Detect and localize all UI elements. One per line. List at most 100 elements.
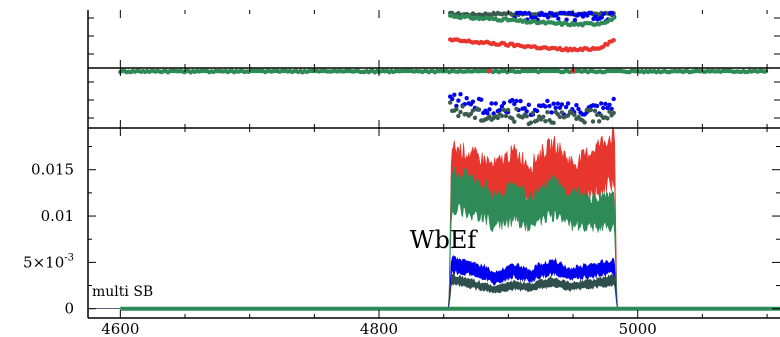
scatter-point <box>551 101 556 106</box>
scatter-point <box>499 113 505 119</box>
scatter-point <box>607 109 612 114</box>
axes-layer: 4600 4800 5000 0 5×10-3 0.01 0.015 <box>23 10 780 337</box>
scatter-point <box>486 68 492 74</box>
scatter-point <box>452 92 457 98</box>
x-tick-label: 4800 <box>360 320 398 337</box>
scatter-point <box>559 102 565 107</box>
scatter-point <box>592 108 598 114</box>
scatter-point <box>464 96 469 101</box>
y-tick-label: 5×10-3 <box>23 252 74 271</box>
scatter-point <box>487 114 492 119</box>
scatter-point <box>493 101 498 106</box>
scatter-point <box>607 102 612 108</box>
scatter-point <box>501 107 507 113</box>
scatter-point <box>489 101 494 106</box>
scatter-point <box>518 98 523 104</box>
scatter-point <box>526 102 531 108</box>
scatter-point <box>611 38 616 43</box>
scatter-point <box>514 98 519 104</box>
scatter-point <box>545 15 551 20</box>
scatter-point <box>594 112 600 118</box>
scatter-point <box>559 110 565 115</box>
scatter-point <box>448 100 453 105</box>
scatter-point <box>470 108 476 113</box>
scatter-point <box>458 109 463 115</box>
scatter-point <box>545 98 550 104</box>
scatter-point <box>563 104 569 110</box>
scatter-point <box>497 107 502 113</box>
series-layer <box>88 10 780 311</box>
scatter-point <box>499 104 505 109</box>
scatter-point <box>534 118 540 123</box>
area-series-3 <box>88 273 780 310</box>
scatter-point <box>524 109 529 114</box>
scatter-point <box>503 113 509 119</box>
scatter-point <box>557 114 563 120</box>
scatter-point <box>589 10 594 16</box>
scatter-point <box>495 115 500 121</box>
scatter-point <box>530 110 536 116</box>
scatter-point <box>562 10 567 16</box>
scatter-point <box>572 112 577 118</box>
scatter-point <box>534 108 540 114</box>
scatter-point <box>556 16 561 21</box>
scatter-point <box>576 106 581 112</box>
scatter-point <box>597 119 602 124</box>
scatter-point <box>609 10 615 16</box>
scatter-point <box>547 103 552 109</box>
scatter-series-2 <box>448 13 616 28</box>
scatter-point <box>522 106 527 111</box>
scatter-point <box>545 110 550 115</box>
scatter-point <box>603 101 608 107</box>
scatter-point <box>590 119 596 124</box>
scatter-point <box>570 11 575 17</box>
x-tick-label: 5000 <box>619 320 657 337</box>
panel-main-series <box>88 126 780 311</box>
scatter-point <box>599 15 604 20</box>
scatter-point <box>582 120 587 125</box>
scatter-point <box>456 98 461 103</box>
scatter-point <box>551 120 556 126</box>
scatter-series-3 <box>448 37 616 53</box>
scatter-point <box>601 11 606 16</box>
scatter-point <box>454 103 459 109</box>
scatter-point <box>554 12 559 18</box>
y-tick-label: 0.015 <box>31 161 74 179</box>
scatter-point <box>510 97 515 103</box>
scatter-point <box>523 10 528 16</box>
scatter-point <box>541 114 546 120</box>
scatter-point <box>594 103 600 109</box>
scatter-point <box>549 110 554 115</box>
scatter-point <box>543 104 548 109</box>
scatter-point <box>611 110 616 116</box>
scatter-point <box>611 15 616 20</box>
area-series-2 <box>88 255 780 310</box>
scatter-point <box>460 104 465 109</box>
scatter-point <box>485 111 490 116</box>
scatter-point <box>510 116 515 121</box>
scatter-point <box>512 119 517 124</box>
panel-top-upper-series <box>448 10 617 53</box>
scatter-point <box>527 11 532 16</box>
scatter-point <box>458 92 463 97</box>
y-tick-label: 0.01 <box>41 207 74 225</box>
scatter-point <box>605 116 610 121</box>
scatter-point <box>472 115 478 121</box>
scatter-point <box>611 96 616 102</box>
chart-title: WbEf <box>410 226 479 254</box>
scatter-point <box>564 17 569 22</box>
scatter-point <box>599 101 604 106</box>
scatter-point <box>487 107 492 112</box>
scatter-point <box>468 111 474 117</box>
scatter-point <box>524 114 529 119</box>
scatter-point <box>572 17 578 23</box>
scatter-point <box>557 105 563 110</box>
scatter-point <box>476 107 482 112</box>
scatter-point <box>454 107 459 112</box>
scatter-point <box>514 106 519 112</box>
scatter-point <box>505 107 511 113</box>
scatter-point <box>456 113 461 119</box>
scatter-point <box>543 119 548 124</box>
panel-top-lower-series <box>118 68 769 127</box>
